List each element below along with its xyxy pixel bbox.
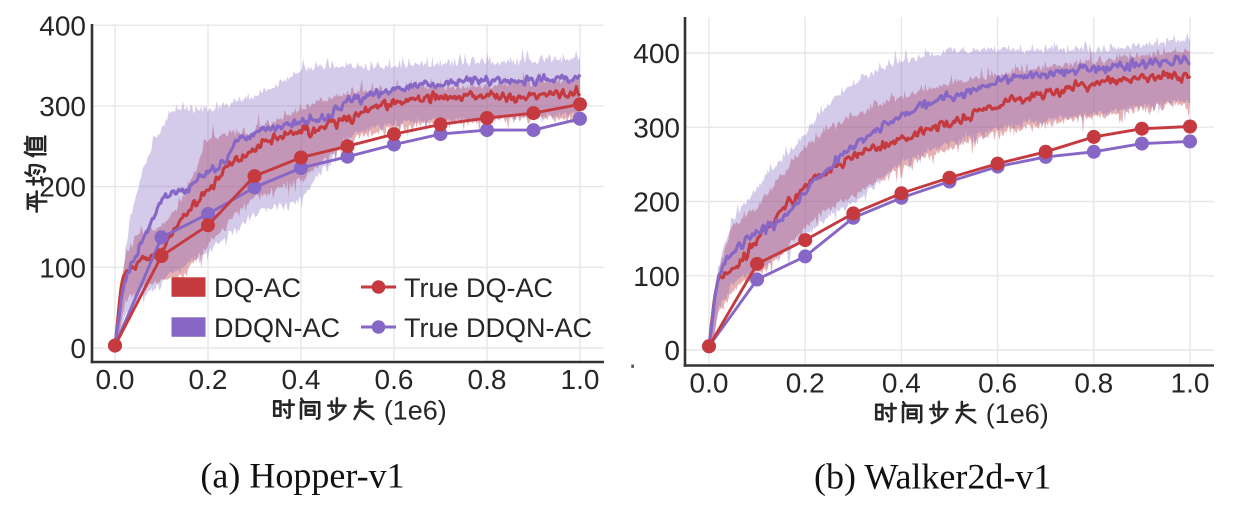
svg-text:True DQ-AC: True DQ-AC bbox=[404, 273, 553, 303]
svg-text:0.8: 0.8 bbox=[1074, 368, 1113, 399]
svg-text:1.0: 1.0 bbox=[1171, 368, 1210, 399]
svg-text:0.0: 0.0 bbox=[96, 364, 135, 395]
svg-text:0: 0 bbox=[664, 335, 680, 366]
svg-text:(b) Walker2d-v1: (b) Walker2d-v1 bbox=[814, 457, 1051, 497]
svg-text:0.8: 0.8 bbox=[468, 364, 507, 395]
svg-text:0.2: 0.2 bbox=[786, 368, 825, 399]
svg-text:0: 0 bbox=[70, 333, 86, 364]
svg-text:DQ-AC: DQ-AC bbox=[214, 273, 301, 303]
svg-text:400: 400 bbox=[633, 38, 680, 69]
svg-text:0.0: 0.0 bbox=[690, 368, 729, 399]
svg-text:100: 100 bbox=[39, 252, 86, 283]
svg-text:(1e6): (1e6) bbox=[384, 396, 447, 426]
svg-text:200: 200 bbox=[39, 172, 86, 203]
svg-text:1.0: 1.0 bbox=[561, 364, 600, 395]
svg-text:0.2: 0.2 bbox=[189, 364, 228, 395]
svg-text:100: 100 bbox=[633, 261, 680, 292]
svg-text:200: 200 bbox=[633, 187, 680, 218]
svg-text:0.4: 0.4 bbox=[882, 368, 921, 399]
svg-text:0.6: 0.6 bbox=[375, 364, 414, 395]
svg-text:True DDQN-AC: True DDQN-AC bbox=[404, 313, 592, 343]
svg-text:0.6: 0.6 bbox=[978, 368, 1017, 399]
svg-text:(a) Hopper-v1: (a) Hopper-v1 bbox=[200, 456, 404, 496]
svg-text:300: 300 bbox=[39, 91, 86, 122]
svg-text:400: 400 bbox=[39, 10, 86, 41]
svg-text:(1e6): (1e6) bbox=[986, 399, 1049, 429]
svg-text:DDQN-AC: DDQN-AC bbox=[214, 313, 340, 343]
svg-text:300: 300 bbox=[633, 112, 680, 143]
svg-text:0.4: 0.4 bbox=[282, 364, 321, 395]
